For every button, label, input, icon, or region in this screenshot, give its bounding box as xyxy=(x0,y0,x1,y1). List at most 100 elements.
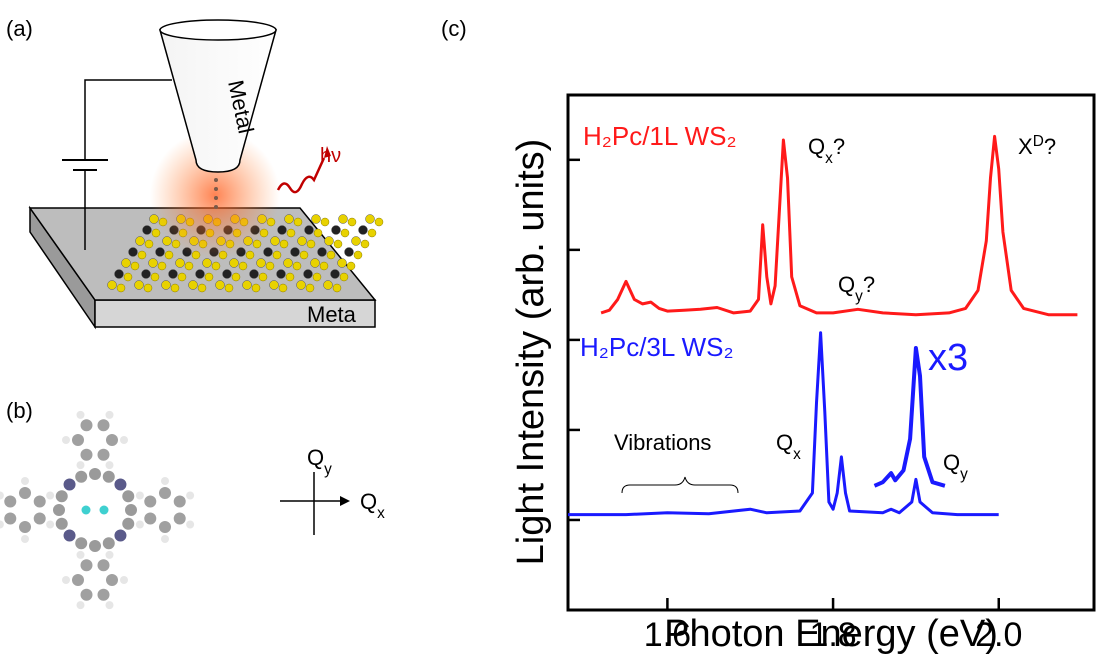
atom xyxy=(76,461,85,470)
atom xyxy=(310,258,320,268)
atom xyxy=(188,280,198,290)
atom xyxy=(159,521,171,533)
atom xyxy=(106,574,118,586)
text-part: ? xyxy=(1044,134,1056,159)
atom xyxy=(121,258,131,268)
atom xyxy=(277,225,287,235)
atom xyxy=(114,529,127,542)
text-part: x xyxy=(377,505,385,522)
tip xyxy=(159,19,277,173)
atom xyxy=(21,477,29,485)
atom xyxy=(299,250,309,260)
atom xyxy=(142,225,152,235)
atom xyxy=(276,269,286,279)
atom xyxy=(313,228,323,238)
atom xyxy=(141,269,151,279)
atom xyxy=(63,478,76,491)
atom xyxy=(173,512,186,525)
annotation: Qy? xyxy=(838,272,875,305)
atom xyxy=(134,280,144,290)
atom xyxy=(75,470,88,483)
annotation: XD? xyxy=(1018,133,1056,160)
atom xyxy=(106,434,118,446)
atom xyxy=(19,521,31,533)
atom xyxy=(256,258,266,268)
text-part: D xyxy=(1033,133,1044,150)
atom xyxy=(97,448,110,461)
atom xyxy=(353,250,363,260)
atom xyxy=(144,495,157,508)
atom xyxy=(347,217,357,227)
atom xyxy=(285,272,295,282)
atom xyxy=(105,410,114,419)
text-part: y xyxy=(960,466,968,483)
atom xyxy=(297,236,307,246)
atom xyxy=(283,258,293,268)
atom xyxy=(305,283,315,293)
atom xyxy=(263,247,273,257)
text-part: Q xyxy=(838,272,855,297)
axis-y-label: Qy xyxy=(307,445,332,478)
atom xyxy=(184,261,194,271)
atom xyxy=(344,247,354,257)
series-line xyxy=(568,331,999,517)
atom xyxy=(338,214,348,224)
atom xyxy=(258,272,268,282)
atom xyxy=(211,261,221,271)
annotation: Qx? xyxy=(808,134,845,167)
atom xyxy=(161,477,169,485)
atom xyxy=(304,225,314,235)
atom xyxy=(155,247,165,257)
atom xyxy=(249,269,259,279)
atom xyxy=(186,520,195,529)
atom xyxy=(72,434,84,446)
text-part: ? xyxy=(833,134,845,159)
atom xyxy=(72,574,84,586)
atom xyxy=(197,283,207,293)
atom xyxy=(76,601,85,610)
atom xyxy=(0,491,4,500)
atom xyxy=(331,225,341,235)
atom xyxy=(346,261,356,271)
panel-label: (b) xyxy=(6,398,33,423)
atom xyxy=(114,478,127,491)
atom xyxy=(97,559,110,572)
atom xyxy=(107,280,117,290)
atom xyxy=(186,491,195,500)
atom xyxy=(97,419,110,432)
atom xyxy=(330,269,340,279)
atom xyxy=(229,258,239,268)
molecule xyxy=(0,410,195,610)
atom xyxy=(320,217,330,227)
text-part: Q xyxy=(776,430,793,455)
atom xyxy=(62,576,70,584)
atom xyxy=(120,576,128,584)
atom xyxy=(80,559,93,572)
atom xyxy=(75,537,88,550)
atom xyxy=(290,247,300,257)
atom xyxy=(215,280,225,290)
atom xyxy=(161,535,169,543)
text-part: y xyxy=(855,288,863,305)
annotation: Qx xyxy=(776,430,801,463)
series-label: x3 xyxy=(928,337,968,379)
atom xyxy=(122,490,135,503)
series-label: H₂Pc/1L WS₂ xyxy=(583,121,737,151)
atom xyxy=(202,258,212,268)
atom xyxy=(116,283,126,293)
atom xyxy=(358,225,368,235)
atom xyxy=(333,239,343,249)
y-axis-label: Light Intensity (arb. units) xyxy=(510,139,552,566)
atom xyxy=(105,550,114,559)
atom xyxy=(279,239,289,249)
annotation: Qy xyxy=(943,450,968,483)
atom xyxy=(151,228,161,238)
atom xyxy=(311,214,321,224)
atom xyxy=(238,261,248,271)
photon-arrow xyxy=(276,157,326,194)
atom xyxy=(123,272,133,282)
axis-x-label: Qx xyxy=(360,489,385,522)
text-part: Q xyxy=(307,445,324,470)
atom xyxy=(312,272,322,282)
atom xyxy=(53,504,65,516)
